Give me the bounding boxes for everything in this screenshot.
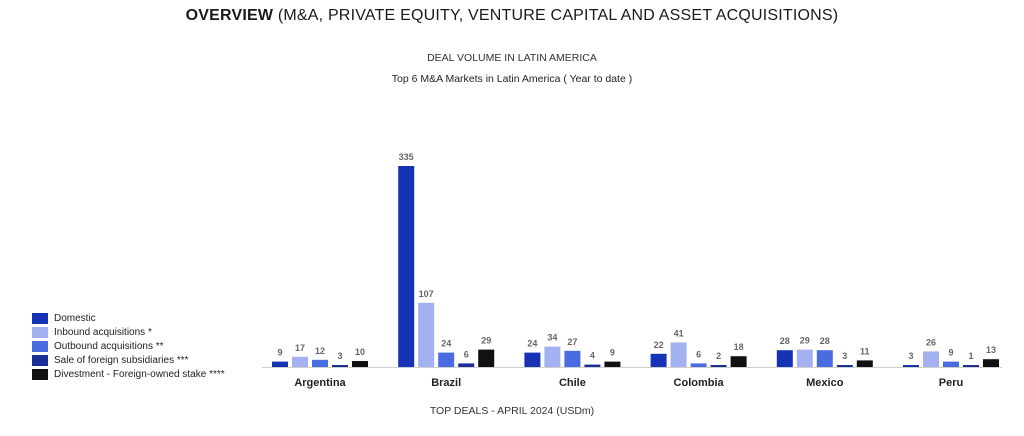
main-title-rest: (M&A, PRIVATE EQUITY, VENTURE CAPITAL AN… [273,7,839,24]
bar-brazil-s0 [398,166,415,367]
legend-label: Domestic [54,312,96,324]
chart-legend: Domestic Inbound acquisitions * Outbound a… [32,311,225,381]
chart-subtitle: DEAL VOLUME IN LATIN AMERICA [427,52,597,64]
legend-label: Divestment - Foreign-owned stake **** [54,368,225,380]
category-label-brazil: Brazil [431,377,461,389]
data-label-chile-s3: 4 [590,351,595,361]
bar-brazil-s3 [458,363,475,367]
bar-argentina-s0 [272,361,288,367]
bar-chile-s4 [604,361,621,367]
data-label-brazil-s0: 335 [399,152,414,162]
data-label-argentina-s0: 9 [277,348,282,358]
data-label-brazil-s2: 24 [441,339,451,349]
data-label-argentina-s2: 12 [315,346,325,356]
bar-brazil-s4 [478,349,495,367]
bar-argentina-s4 [352,361,368,367]
bar-chile-s2 [564,350,581,367]
category-label-chile: Chile [559,377,586,389]
category-label-argentina: Argentina [294,377,346,389]
bar-mexico-s3 [836,365,853,367]
legend-swatch [32,354,48,366]
data-label-mexico-s2: 28 [820,336,830,346]
data-label-chile-s2: 27 [567,337,577,347]
category-label-mexico: Mexico [806,377,844,389]
footer-caption: TOP DEALS - APRIL 2024 (USDm) [429,405,595,417]
legend-label: Inbound acquisitions * [54,326,152,338]
bar-chile-s0 [524,352,541,367]
main-title-bold: OVERVIEW [185,7,274,24]
bar-colombia-s2 [690,363,707,367]
bar-chile-s3 [584,364,601,367]
data-label-chile-s0: 24 [527,339,537,349]
data-label-mexico-s4: 11 [860,346,870,356]
legend-swatch [32,312,48,324]
bar-colombia-s0 [650,353,667,367]
data-label-mexico-s1: 29 [800,336,810,346]
category-label-peru: Peru [939,377,963,389]
data-label-peru-s4: 13 [986,345,996,355]
data-label-colombia-s0: 22 [654,340,664,350]
data-label-chile-s1: 34 [547,333,557,343]
data-label-brazil-s3: 6 [464,349,469,359]
data-label-colombia-s2: 6 [696,349,701,359]
data-label-mexico-s3: 3 [842,351,847,361]
bar-brazil-s1 [418,302,435,367]
legend-label: Sale of foreign subsidiaries *** [54,354,189,366]
legend-item: Domestic [32,311,225,325]
data-label-colombia-s3: 2 [716,351,721,361]
bar-mexico-s4 [856,360,873,367]
data-label-peru-s2: 9 [948,348,953,358]
bar-brazil-s2 [438,352,455,367]
data-label-brazil-s1: 107 [419,289,434,299]
legend-swatch [32,326,48,338]
bar-colombia-s3 [710,365,727,367]
category-label-colombia: Colombia [674,377,725,389]
data-label-colombia-s4: 18 [734,342,744,352]
legend-swatch [32,340,48,352]
data-label-peru-s0: 3 [908,351,913,361]
bar-mexico-s0 [776,350,793,367]
legend-swatch [32,368,48,380]
main-title: OVERVIEW (M&A, PRIVATE EQUITY, VENTURE C… [0,7,1024,25]
bar-peru-s1 [923,351,939,367]
legend-label: Outbound acquisitions ** [54,340,164,352]
chart-title: Top 6 M&A Markets in Latin America ( Yea… [391,73,633,85]
data-label-argentina-s1: 17 [295,343,305,353]
bar-colombia-s1 [670,342,687,367]
data-label-argentina-s4: 10 [355,347,365,357]
bar-chile-s1 [544,346,561,367]
bar-colombia-s4 [730,356,747,367]
legend-item: Sale of foreign subsidiaries *** [32,353,225,367]
bar-argentina-s2 [312,359,328,367]
bar-argentina-s1 [292,356,308,367]
bar-peru-s3 [963,365,979,367]
bar-argentina-s3 [332,365,348,367]
data-label-chile-s4: 9 [610,348,615,358]
bar-peru-s4 [983,359,999,367]
data-label-mexico-s0: 28 [780,336,790,346]
data-label-colombia-s1: 41 [674,328,684,338]
bar-peru-s0 [903,365,919,367]
data-label-peru-s3: 1 [968,351,973,361]
legend-item: Divestment - Foreign-owned stake **** [32,367,225,381]
legend-item: Outbound acquisitions ** [32,339,225,353]
data-label-argentina-s3: 3 [337,351,342,361]
bar-peru-s2 [943,361,959,367]
legend-item: Inbound acquisitions * [32,325,225,339]
bar-mexico-s2 [816,350,833,367]
bar-mexico-s1 [796,349,813,367]
data-label-peru-s1: 26 [926,337,936,347]
data-label-brazil-s4: 29 [481,336,491,346]
